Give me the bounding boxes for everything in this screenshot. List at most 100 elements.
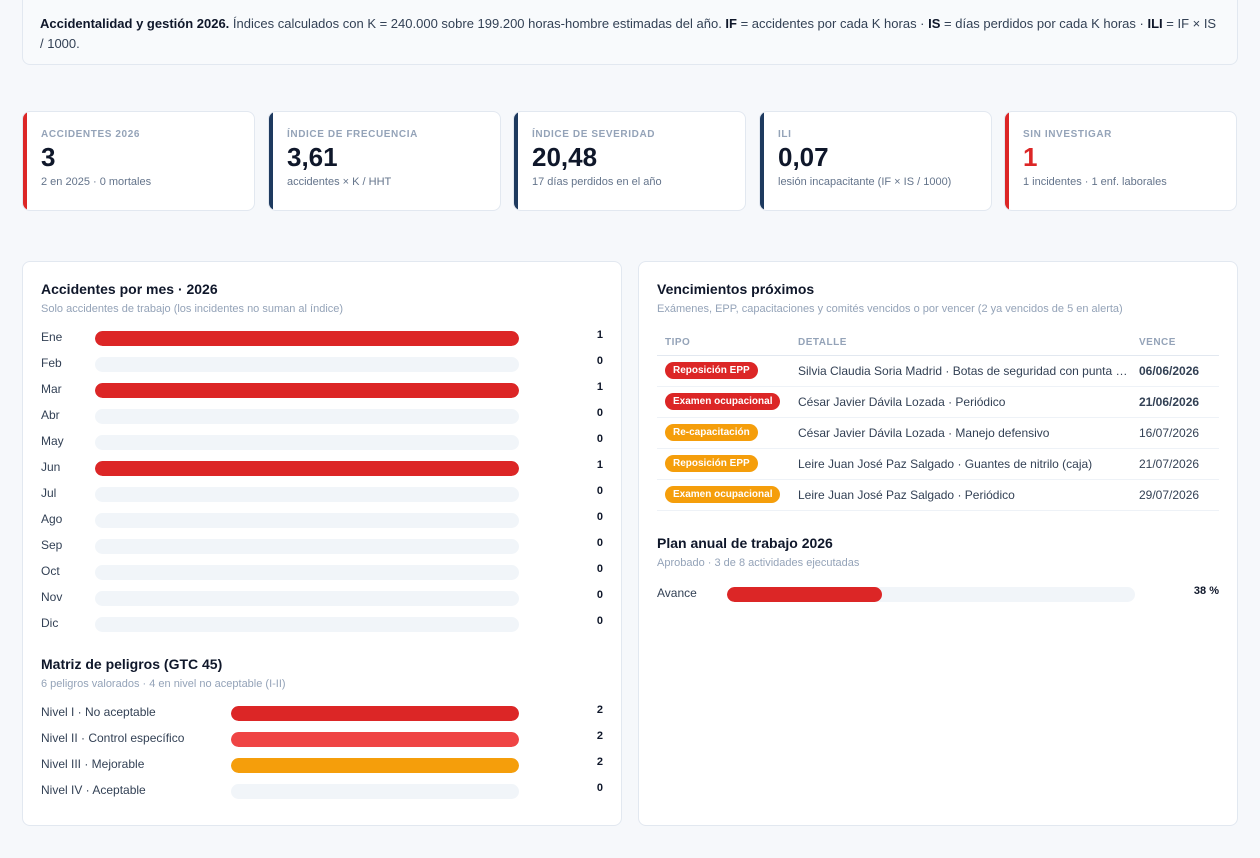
hazard-bar-row: Nivel I · No aceptable 2 [41,703,603,723]
kpi-card-sin-investigar: SIN INVESTIGAR 1 1 incidentes · 1 enf. l… [1004,111,1237,211]
due-row: Reposición EPP Silvia Claudia Soria Madri… [657,355,1219,387]
bar-value: 2 [596,704,603,716]
plan-subtitle: Aprobado · 3 de 8 actividades ejecutadas [657,557,860,569]
bar-fill [95,461,519,476]
month-bar-row: Feb 0 [41,354,603,374]
month-bar-row: Mar 1 [41,380,603,400]
ili-text: = IF × IS / 1000. [40,16,1217,51]
hazard-bar-row: Nivel II · Control específico 2 [41,729,603,749]
plan-progress-value: 38 % [1193,585,1219,597]
bar-value: 1 [596,459,603,471]
bar-track [231,758,519,773]
bar-track [95,539,519,554]
due-type-cell: Reposición EPP [657,448,790,480]
month-bar-row: Sep 0 [41,536,603,556]
bar-fill [231,758,519,773]
kpi-value: 3,61 [287,142,338,172]
due-type-badge: Re-capacitación [665,424,758,441]
banner-text: Índices calculados con K = 240.000 sobre… [229,16,726,31]
due-table: TIPO DETALLE VENCE Reposición EPP Silvia … [657,330,1219,511]
due-title: Vencimientos próximos [657,281,815,297]
due-detail-cell: Leire Juan José Paz Salgado · Guantes de… [790,448,1131,480]
bar-value: 2 [596,730,603,742]
bar-track [95,487,519,502]
monthly-title: Accidentes por mes · 2026 [41,281,218,297]
bar-value: 1 [596,329,603,341]
kpi-card-frecuencia: ÍNDICE DE FRECUENCIA 3,61 accidentes × K… [268,111,501,211]
month-bar-row: May 0 [41,432,603,452]
due-table-header: TIPO DETALLE VENCE [657,330,1219,356]
monthly-subtitle: Solo accidentes de trabajo (los incident… [41,303,344,315]
bar-value: 0 [596,355,603,367]
is-text: = días perdidos por cada K horas · [940,16,1148,31]
due-detail-cell: Silvia Claudia Soria Madrid · Botas de s… [790,355,1131,387]
month-bar-row: Jul 0 [41,484,603,504]
month-bar-row: Abr 0 [41,406,603,426]
bar-value: 0 [596,511,603,523]
bar-value: 1 [596,381,603,393]
bar-fill [231,706,519,721]
kpi-row: ACCIDENTES 2026 3 2 en 2025 · 0 mortales… [22,111,1238,211]
bar-label: Abr [41,408,60,422]
bar-track [95,357,519,372]
month-bar-row: Oct 0 [41,562,603,582]
due-type-badge: Reposición EPP [665,455,758,472]
due-date-cell: 21/06/2026 [1131,386,1219,418]
col-tipo: TIPO [657,330,790,356]
bar-label: Jun [41,460,61,474]
due-detail-cell: César Javier Dávila Lozada · Manejo defe… [790,417,1131,449]
plan-progress-row: Avance 38 % [657,584,1219,604]
bar-track [95,617,519,632]
bar-label: Jul [41,486,57,500]
bar-label: Dic [41,616,59,630]
bar-track [95,435,519,450]
bar-fill [95,331,519,346]
bar-label: Ago [41,512,63,526]
monthly-accidents-card: Accidentes por mes · 2026 Solo accidente… [22,261,622,826]
plan-title: Plan anual de trabajo 2026 [657,535,833,551]
due-type-badge: Examen ocupacional [665,486,781,503]
kpi-label: ACCIDENTES 2026 [41,129,141,140]
kpi-card-accidentes: ACCIDENTES 2026 3 2 en 2025 · 0 mortales [22,111,255,211]
kpi-sub: 1 incidentes · 1 enf. laborales [1023,176,1167,188]
bar-track [95,513,519,528]
bar-fill [231,732,519,747]
bar-track [231,706,519,721]
kpi-value: 3 [41,142,56,172]
bar-label: Nivel III · Mejorable [41,757,145,771]
due-detail-cell: Leire Juan José Paz Salgado · Periódico [790,479,1131,511]
kpi-sub: lesión incapacitante (IF × IS / 1000) [778,176,952,188]
bar-value: 0 [596,433,603,445]
due-card: Vencimientos próximos Exámenes, EPP, cap… [638,261,1238,826]
due-row: Reposición EPP Leire Juan José Paz Salgad… [657,448,1219,480]
plan-progress-track [727,587,1135,602]
month-bar-row: Ene 1 [41,328,603,348]
bar-value: 0 [596,615,603,627]
col-vence: VENCE [1131,330,1219,356]
bar-track [95,409,519,424]
due-type-badge: Reposición EPP [665,362,758,379]
due-type-cell: Examen ocupacional [657,479,790,511]
kpi-sub: 2 en 2025 · 0 mortales [41,176,152,188]
bar-track [95,461,519,476]
month-bar-row: Dic 0 [41,614,603,634]
hazards-title: Matriz de peligros (GTC 45) [41,656,223,672]
due-row: Examen ocupacional Leire Juan José Paz Sa… [657,479,1219,511]
banner-title: Accidentalidad y gestión 2026. [40,16,230,31]
bar-label: Nivel IV · Aceptable [41,783,146,797]
is-abbr: IS [928,16,941,31]
due-date-cell: 21/07/2026 [1131,448,1219,480]
kpi-value: 0,07 [778,142,829,172]
kpi-label: SIN INVESTIGAR [1023,129,1112,140]
hazards-subtitle: 6 peligros valorados · 4 en nivel no ace… [41,678,286,690]
col-detalle: DETALLE [790,330,1131,356]
bar-label: Mar [41,382,62,396]
kpi-label: ÍNDICE DE FRECUENCIA [287,129,418,140]
bar-track [231,732,519,747]
kpi-value: 20,48 [532,142,598,172]
bar-track [95,331,519,346]
kpi-value: 1 [1023,142,1038,172]
bar-label: May [41,434,64,448]
plan-progress-fill [727,587,883,602]
bar-label: Sep [41,538,63,552]
